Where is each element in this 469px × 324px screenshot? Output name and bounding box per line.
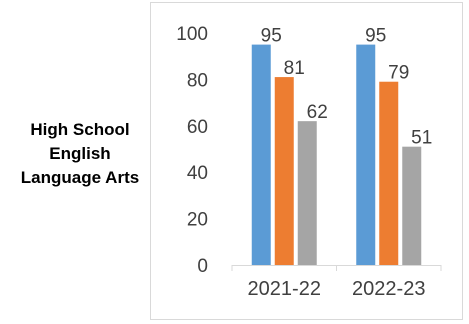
bar	[402, 146, 422, 265]
bar	[379, 81, 399, 265]
data-label: 79	[388, 63, 409, 84]
y-tick-label: 80	[187, 70, 208, 91]
data-label: 95	[365, 26, 386, 47]
y-axis: 0 20 40 60 80 100	[176, 24, 208, 277]
side-label-line-2: English	[49, 144, 111, 163]
data-label: 51	[411, 128, 432, 149]
bar	[356, 44, 376, 265]
x-axis: 2021-22 2022-23	[231, 265, 442, 300]
y-tick-label: 20	[187, 210, 208, 231]
bar	[274, 77, 294, 265]
bar	[297, 121, 317, 265]
y-tick-label: 100	[176, 24, 208, 45]
data-label: 81	[284, 58, 305, 79]
data-label: 62	[307, 102, 328, 123]
bars-group	[251, 44, 422, 265]
y-tick-label: 40	[187, 163, 208, 184]
chart-side-label: High School English Language Arts	[0, 118, 160, 190]
x-category-label: 2021-22	[248, 278, 321, 300]
y-tick-label: 60	[187, 117, 208, 138]
data-label: 95	[261, 26, 282, 47]
bar	[251, 44, 271, 265]
side-label-line-3: Language Arts	[20, 168, 140, 187]
side-label-line-1: High School	[30, 120, 130, 139]
y-tick-label: 0	[197, 256, 208, 277]
x-category-label: 2022-23	[352, 278, 425, 300]
